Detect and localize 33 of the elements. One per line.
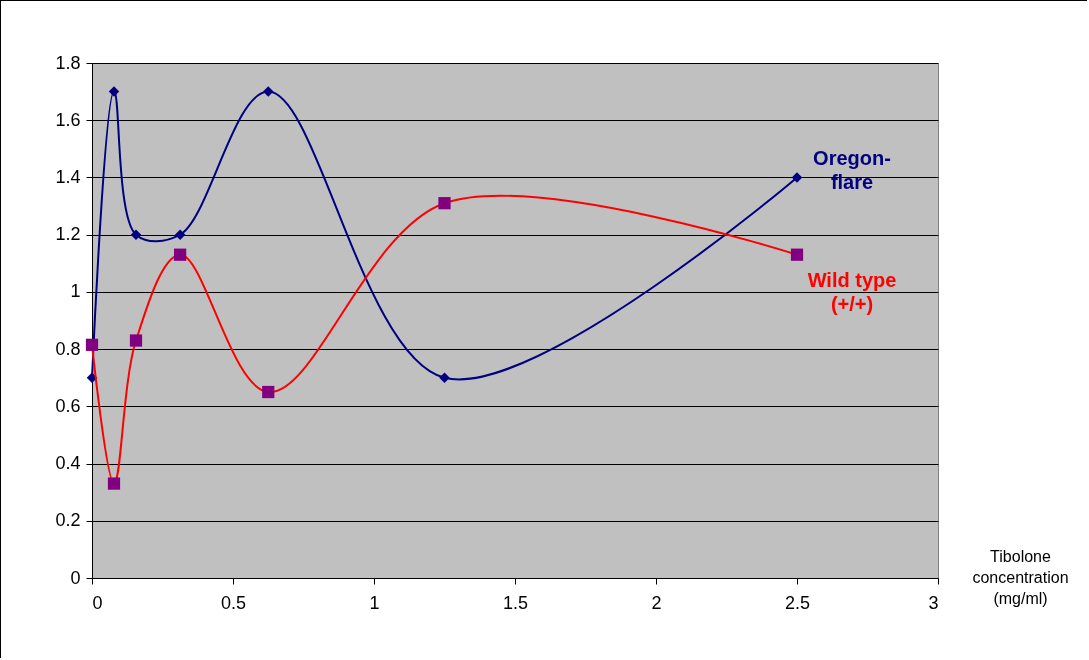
point [107, 477, 121, 490]
y-tick-label: 0 [70, 567, 81, 588]
y-tick-label: 0.8 [55, 338, 81, 359]
x-tick-label: 2.5 [784, 592, 811, 613]
point [85, 338, 99, 351]
point [108, 86, 120, 97]
y-tick-label: 1.4 [55, 166, 81, 187]
y-tick-label: 1.6 [55, 109, 81, 130]
x-tick-label: 1 [369, 592, 380, 613]
x-axis-title: Tibolone concentration (mg/ml) [972, 547, 1069, 607]
y-tick-label: 0.6 [55, 395, 81, 416]
y-tick-label: 1 [70, 281, 81, 302]
point [129, 334, 143, 347]
point [130, 229, 142, 240]
y-tick-label: 1.2 [55, 224, 81, 245]
x-tick-label: 0.5 [220, 592, 247, 613]
point [790, 248, 804, 261]
point [791, 172, 803, 183]
x-tick-label: 0 [92, 592, 103, 613]
y-tick-label: 1.8 [55, 52, 81, 73]
point [439, 372, 450, 383]
series-label: Oregon-flare [813, 147, 891, 194]
point [174, 248, 187, 261]
point [263, 86, 274, 97]
y-tick-label: 0.2 [55, 510, 81, 531]
point [174, 229, 186, 240]
point [438, 197, 451, 210]
series-label: Wild type (+/+) [807, 268, 897, 315]
point [262, 385, 275, 399]
x-tick-label: 2 [651, 592, 662, 613]
x-tick-label: 1.5 [502, 592, 529, 613]
y-tick-label: 0.4 [55, 453, 81, 474]
x-tick-label: 3 [928, 592, 939, 613]
